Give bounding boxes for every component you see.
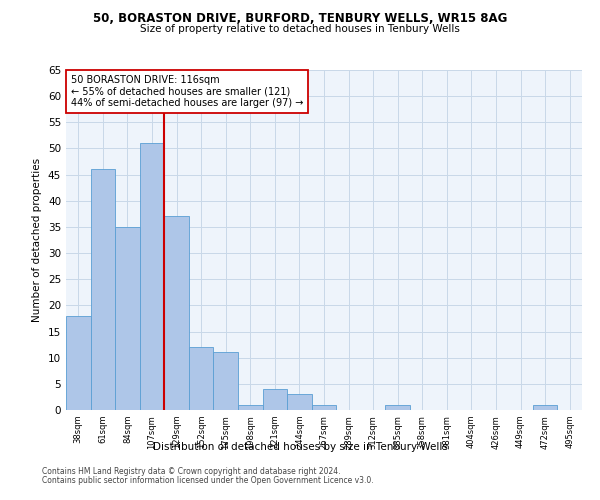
Text: Size of property relative to detached houses in Tenbury Wells: Size of property relative to detached ho… (140, 24, 460, 34)
Text: 50 BORASTON DRIVE: 116sqm
← 55% of detached houses are smaller (121)
44% of semi: 50 BORASTON DRIVE: 116sqm ← 55% of detac… (71, 75, 304, 108)
Bar (533, 405, 557, 410)
Bar (115, 227, 140, 410)
Bar (91, 170, 115, 410)
Bar (238, 405, 263, 410)
Text: Distribution of detached houses by size in Tenbury Wells: Distribution of detached houses by size … (152, 442, 448, 452)
Bar (214, 352, 238, 410)
Text: 50, BORASTON DRIVE, BURFORD, TENBURY WELLS, WR15 8AG: 50, BORASTON DRIVE, BURFORD, TENBURY WEL… (93, 12, 507, 26)
Text: Contains HM Land Registry data © Crown copyright and database right 2024.: Contains HM Land Registry data © Crown c… (42, 467, 341, 476)
Bar (189, 347, 214, 410)
Bar (66, 316, 91, 410)
Bar (263, 389, 287, 410)
Text: Contains public sector information licensed under the Open Government Licence v3: Contains public sector information licen… (42, 476, 374, 485)
Bar (164, 216, 189, 410)
Bar (287, 394, 312, 410)
Bar (312, 405, 336, 410)
Bar (140, 143, 164, 410)
Y-axis label: Number of detached properties: Number of detached properties (32, 158, 43, 322)
Bar (385, 405, 410, 410)
